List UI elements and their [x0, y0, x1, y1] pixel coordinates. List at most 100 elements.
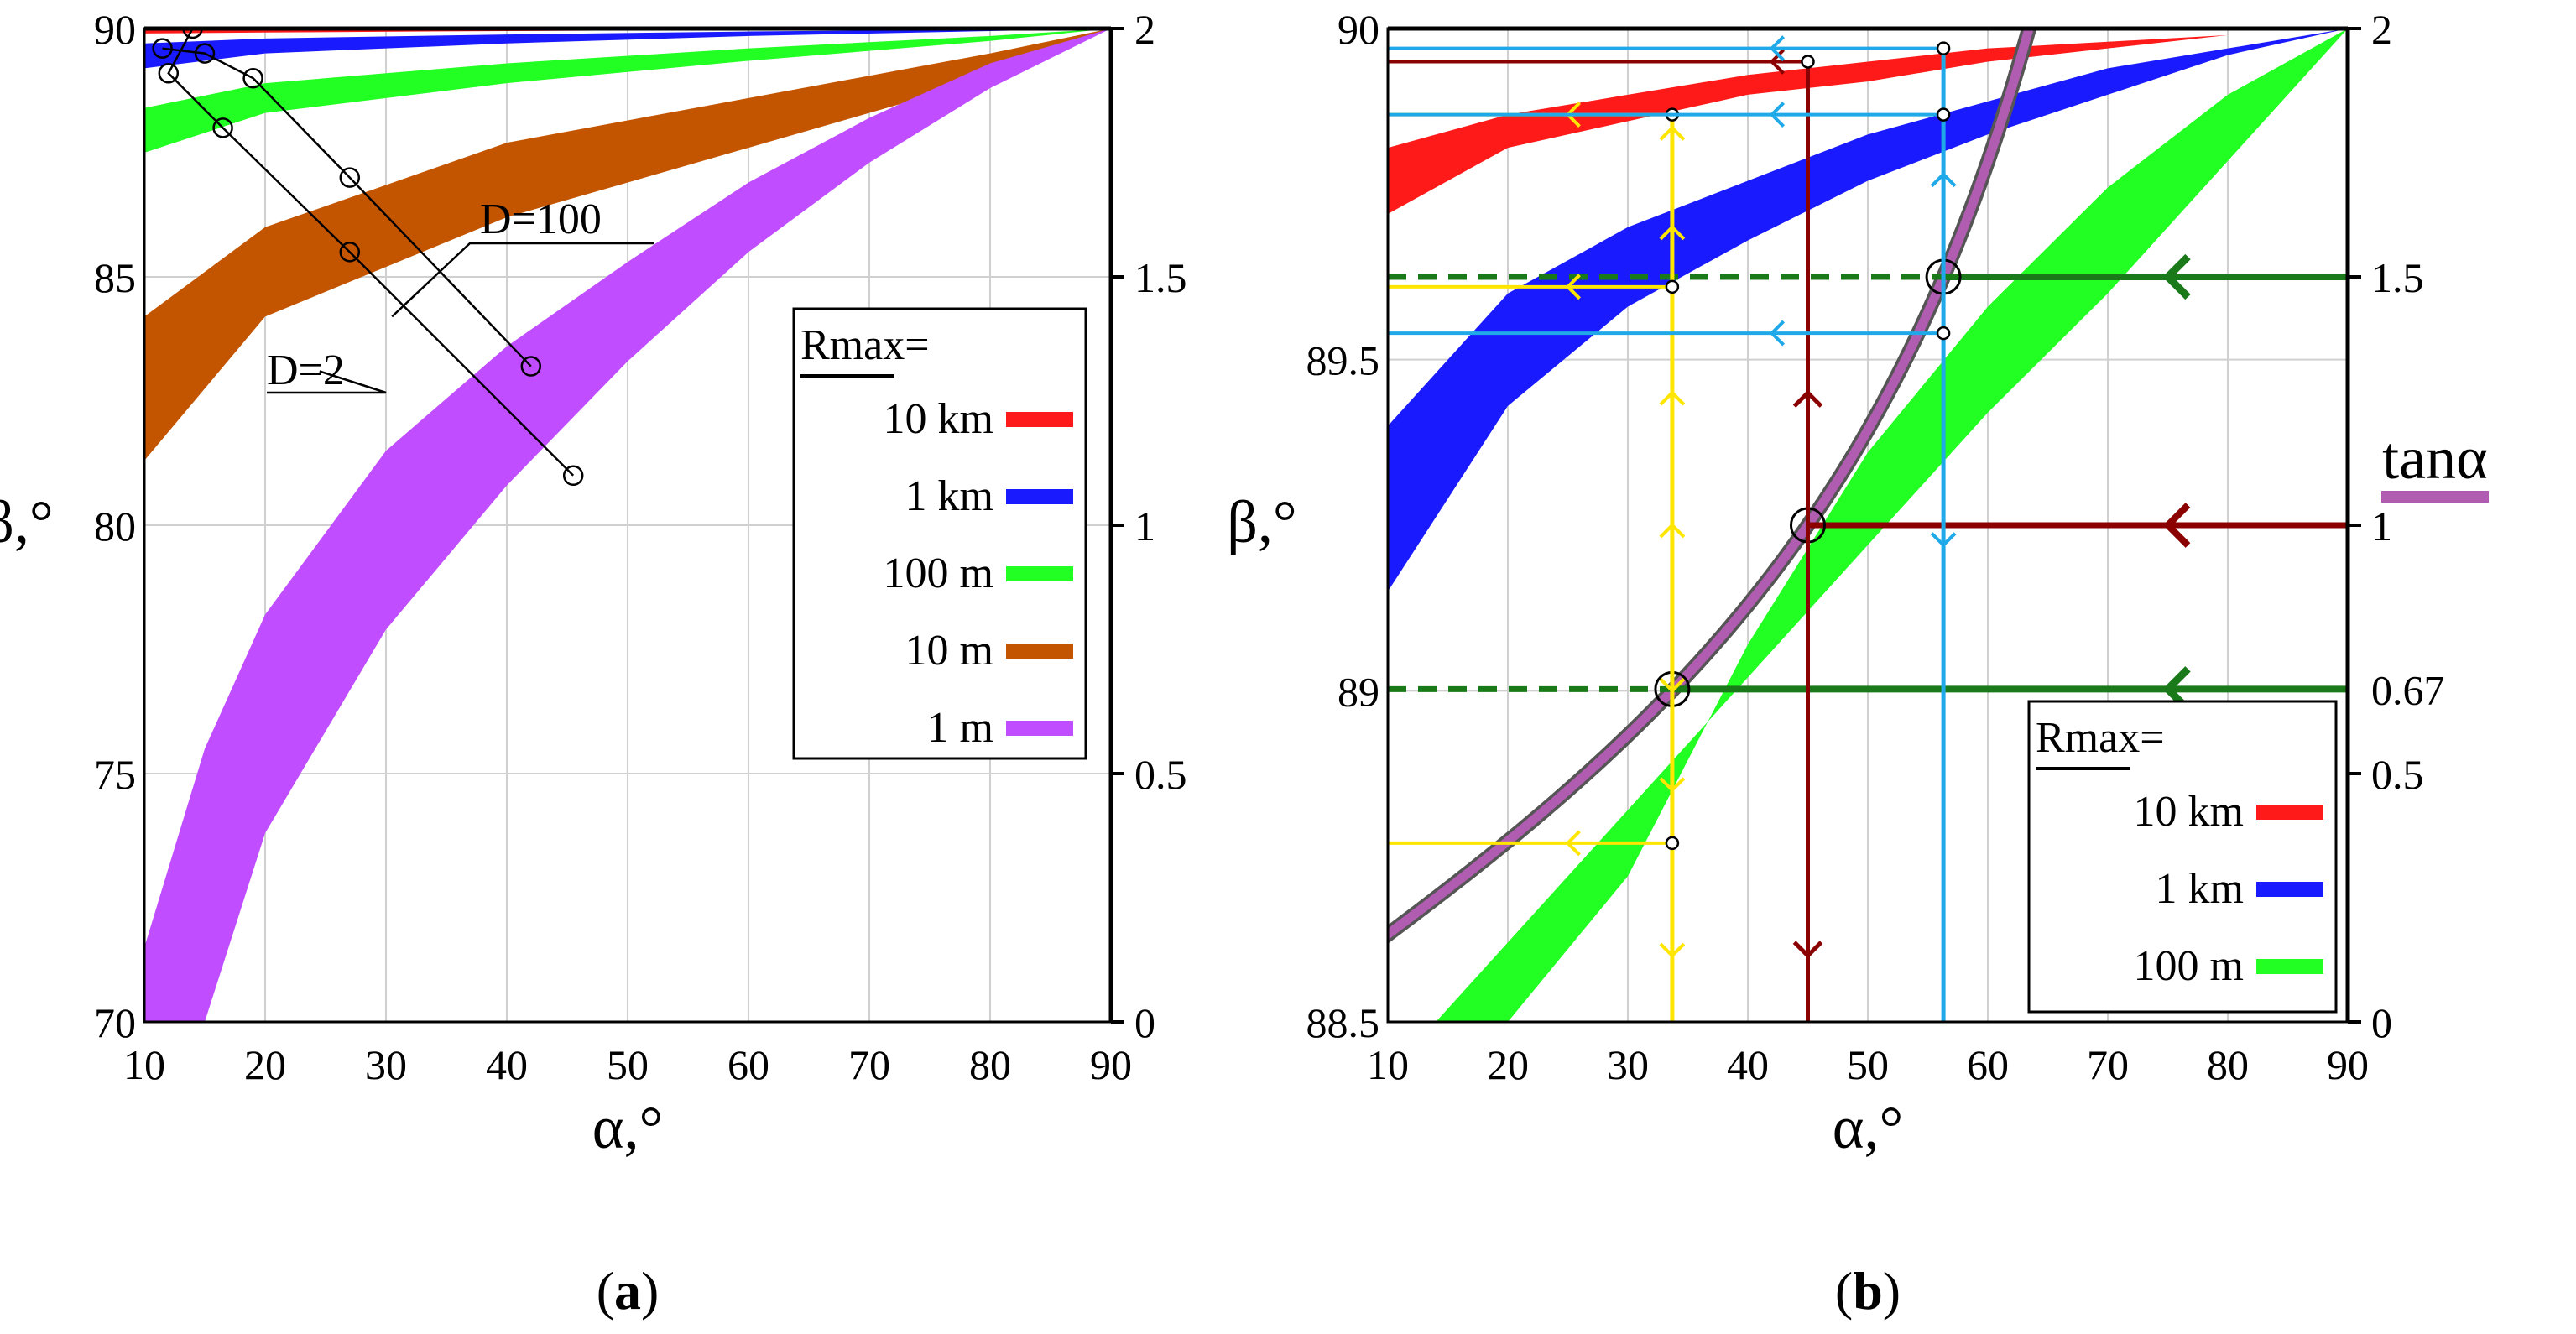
arrow-down: [1659, 777, 1686, 793]
x-tick-label: 90: [1090, 1041, 1132, 1088]
arrow-left: [2162, 253, 2191, 300]
y2-tick-label: 0.5: [1134, 751, 1187, 798]
annotation-marker: [194, 43, 216, 64]
arrow-up: [1659, 390, 1686, 406]
arrow-up: [1792, 389, 1823, 408]
plot-area: [144, 29, 1111, 1022]
arrow-up: [1659, 523, 1686, 539]
caption-paren: ): [1883, 1261, 1901, 1321]
annotation-marker: [339, 242, 361, 263]
annotation-marker: [242, 67, 263, 89]
y-tick-label: 90: [1338, 6, 1379, 53]
arrow-left: [1565, 274, 1581, 300]
legend-label: 1 km: [905, 472, 993, 520]
arrow-down: [1659, 677, 1686, 694]
legend-label: 1 m: [927, 704, 993, 752]
arrow-left: [1565, 830, 1581, 857]
caption-letter: a: [614, 1261, 641, 1321]
legend-box: [792, 307, 1087, 760]
leader-d100: [391, 242, 654, 318]
y2-tick-label: 1: [1134, 503, 1155, 550]
arrow-down: [1930, 532, 1957, 548]
caption-paren: (: [597, 1261, 614, 1321]
y2-tick-label: 0.5: [2371, 751, 2424, 798]
y-axis-label: β,°: [1227, 488, 1296, 555]
guide-point: [1665, 836, 1680, 851]
arrow-down: [1792, 941, 1823, 959]
band-10-km: [1388, 29, 2348, 215]
annotation-marker: [158, 63, 180, 84]
tan-curve: [1388, 29, 2034, 941]
label-d100: D=100: [480, 195, 602, 243]
x-tick-label: 30: [1607, 1041, 1649, 1088]
annotation-marker: [339, 167, 361, 188]
x-tick-label: 10: [123, 1041, 165, 1088]
y2-tick-label: 0: [1134, 999, 1155, 1046]
guide-point: [1936, 107, 1951, 122]
x-tick-label: 40: [1727, 1041, 1769, 1088]
plot-area: [1388, 29, 2348, 1022]
x-tick-label: 40: [486, 1041, 528, 1088]
guide-point: [1801, 55, 1815, 69]
x-tick-label: 50: [1847, 1041, 1889, 1088]
leader-d2: [267, 370, 387, 394]
annotation-marker: [182, 29, 203, 39]
guide-point: [1936, 326, 1951, 341]
x-tick-label: 50: [607, 1041, 649, 1088]
arrow-left: [1769, 320, 1786, 347]
legend-title: Rmax=: [2036, 714, 2165, 762]
x-tick-label: 20: [1487, 1041, 1529, 1088]
panel-caption: (b): [1835, 1261, 1901, 1321]
band-1-km: [144, 29, 1111, 69]
y2-tick-label: 0: [2371, 999, 2392, 1046]
arrow-up: [1659, 125, 1686, 141]
guide-point: [1665, 279, 1680, 294]
annotation-marker: [212, 117, 233, 138]
x-tick-label: 10: [1367, 1041, 1409, 1088]
legend-title: Rmax=: [800, 321, 930, 369]
x-axis-label: α,°: [592, 1094, 664, 1161]
arrow-left: [1769, 49, 1786, 75]
panel-a: 10 20 30 40 50 60 70 80 90707580859000.511.52α,°…: [0, 6, 1187, 1321]
legend-label: 1 km: [2156, 865, 2244, 913]
y-tick-label: 75: [94, 751, 136, 798]
annotation-line: [162, 47, 532, 367]
annotation-marker: [152, 38, 173, 59]
x-axis-label: α,°: [1833, 1094, 1904, 1161]
x-tick-label: 90: [2327, 1041, 2369, 1088]
band-1-km: [1388, 29, 2348, 591]
x-tick-label: 60: [1967, 1041, 2009, 1088]
x-tick-label: 30: [365, 1041, 407, 1088]
y-tick-label: 88.5: [1306, 999, 1380, 1046]
x-tick-label: 80: [969, 1041, 1011, 1088]
band-1-m: [144, 29, 1111, 1022]
caption-paren: (: [1835, 1261, 1853, 1321]
arrow-down: [1659, 942, 1686, 958]
legend-label: 10 km: [2134, 788, 2244, 836]
legend-label: 100 m: [884, 550, 993, 597]
y-tick-label: 89.5: [1306, 337, 1380, 384]
legend-label: 10 km: [884, 395, 993, 443]
annotation-marker: [520, 356, 542, 377]
arrow-left: [2162, 503, 2191, 548]
x-tick-label: 60: [727, 1041, 769, 1088]
arrow-up: [1659, 224, 1686, 241]
panel-caption: (a): [597, 1261, 660, 1321]
annotation-line: [167, 29, 575, 477]
y-axis-label: β,°: [0, 488, 54, 555]
x-tick-label: 20: [244, 1041, 286, 1088]
band-10-m: [144, 29, 1111, 461]
x-tick-label: 70: [2087, 1041, 2129, 1088]
caption-letter: b: [1853, 1261, 1883, 1321]
annotation-marker: [562, 465, 584, 487]
arrow-left: [1769, 102, 1786, 128]
y2-tick-label: 1.5: [2371, 254, 2424, 301]
y-tick-label: 85: [94, 254, 136, 301]
y-tick-label: 89: [1338, 668, 1379, 715]
legend-label: 100 m: [2134, 942, 2244, 990]
guide-point: [1936, 41, 1951, 55]
tan-label: tanα: [2382, 425, 2488, 492]
y2-tick-label: 1: [2371, 503, 2392, 550]
legend-label: 10 m: [905, 627, 993, 675]
